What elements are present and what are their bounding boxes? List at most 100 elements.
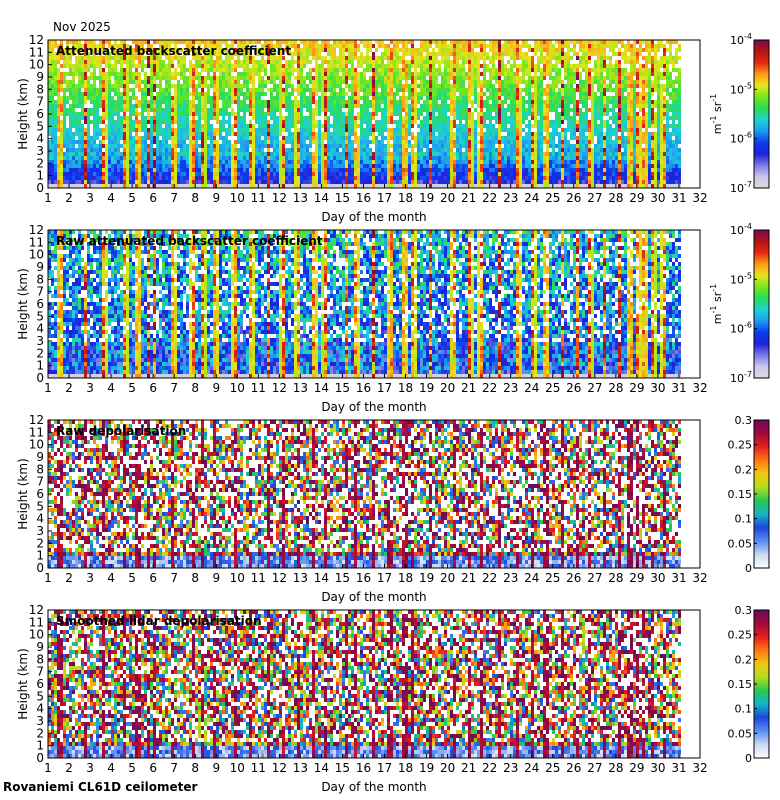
heatmap-cell — [279, 160, 282, 164]
heatmap-cell — [156, 116, 159, 120]
heatmap-cell — [297, 164, 300, 168]
heatmap-cell — [183, 96, 186, 100]
heatmap-cell — [438, 132, 441, 136]
heatmap-cell — [90, 128, 93, 132]
heatmap-cell — [168, 124, 171, 128]
heatmap-cell — [171, 68, 174, 72]
heatmap-cell — [93, 172, 96, 176]
heatmap-cell — [327, 44, 330, 48]
heatmap-cell — [201, 152, 204, 156]
heatmap-cell — [111, 124, 114, 128]
heatmap-cell — [75, 116, 78, 120]
heatmap-cell — [189, 76, 192, 80]
heatmap-cell — [78, 148, 81, 152]
heatmap-cell — [123, 80, 126, 84]
heatmap-cell — [297, 76, 300, 80]
heatmap-cell — [351, 92, 354, 96]
heatmap-cell — [417, 132, 420, 136]
heatmap-cell — [183, 116, 186, 120]
heatmap-cell — [117, 68, 120, 72]
heatmap-cell — [321, 116, 324, 120]
heatmap-cell — [216, 144, 219, 148]
heatmap-cell — [252, 184, 255, 188]
heatmap-cell — [438, 80, 441, 84]
heatmap-cell — [192, 84, 195, 88]
heatmap-cell — [111, 136, 114, 140]
heatmap-cell — [417, 40, 420, 44]
heatmap-cell — [72, 120, 75, 124]
heatmap-cell — [120, 136, 123, 140]
heatmap-cell — [138, 72, 141, 76]
heatmap-cell — [399, 64, 402, 68]
heatmap-cell — [354, 40, 357, 44]
heatmap-cell — [210, 176, 213, 180]
heatmap-cell — [51, 132, 54, 136]
heatmap-cell — [420, 52, 423, 56]
heatmap-cell — [153, 120, 156, 124]
heatmap-cell — [408, 92, 411, 96]
heatmap-cell — [210, 120, 213, 124]
heatmap-cell — [192, 172, 195, 176]
heatmap-cell — [258, 148, 261, 152]
heatmap-cell — [417, 52, 420, 56]
heatmap-cell — [441, 84, 444, 88]
heatmap-cell — [75, 164, 78, 168]
heatmap-cell — [57, 60, 60, 64]
heatmap-cell — [96, 180, 99, 184]
heatmap-cell — [51, 60, 54, 64]
heatmap-cell — [366, 108, 369, 112]
heatmap-cell — [432, 60, 435, 64]
heatmap-cell — [201, 60, 204, 64]
heatmap-cell — [129, 80, 132, 84]
heatmap-cell — [183, 68, 186, 72]
heatmap-cell — [432, 148, 435, 152]
heatmap-cell — [327, 152, 330, 156]
heatmap-cell — [414, 44, 417, 48]
heatmap-cell — [426, 164, 429, 168]
heatmap-cell — [366, 40, 369, 44]
heatmap-cell — [345, 100, 348, 104]
heatmap-cell — [138, 176, 141, 180]
heatmap-cell — [147, 100, 150, 104]
heatmap-cell — [126, 148, 129, 152]
heatmap-cell — [87, 60, 90, 64]
heatmap-cell — [81, 100, 84, 104]
heatmap-cell — [198, 76, 201, 80]
heatmap-cell — [225, 172, 228, 176]
heatmap-cell — [84, 100, 87, 104]
heatmap-cell — [201, 120, 204, 124]
heatmap-cell — [450, 48, 453, 52]
heatmap-cell — [129, 96, 132, 100]
heatmap-cell — [66, 120, 69, 124]
heatmap-cell — [246, 60, 249, 64]
heatmap-cell — [189, 112, 192, 116]
heatmap-cell — [234, 84, 237, 88]
heatmap-cell — [186, 168, 189, 172]
heatmap-cell — [390, 72, 393, 76]
heatmap-cell — [348, 180, 351, 184]
heatmap-cell — [435, 56, 438, 60]
heatmap-cell — [81, 72, 84, 76]
heatmap-cell — [225, 112, 228, 116]
heatmap-cell — [300, 40, 303, 44]
heatmap-cell — [375, 88, 378, 92]
heatmap-cell — [243, 112, 246, 116]
heatmap-cell — [375, 40, 378, 44]
heatmap-cell — [117, 180, 120, 184]
heatmap-cell — [363, 72, 366, 76]
heatmap-cell — [195, 120, 198, 124]
heatmap-cell — [369, 148, 372, 152]
heatmap-cell — [129, 72, 132, 76]
heatmap-cell — [78, 116, 81, 120]
heatmap-cell — [144, 140, 147, 144]
heatmap-cell — [105, 180, 108, 184]
heatmap-cell — [69, 112, 72, 116]
heatmap-cell — [375, 96, 378, 100]
heatmap-cell — [123, 100, 126, 104]
heatmap-cell — [198, 124, 201, 128]
heatmap-cell — [327, 172, 330, 176]
heatmap-cell — [291, 64, 294, 68]
heatmap-cell — [312, 60, 315, 64]
heatmap-cell — [153, 172, 156, 176]
heatmap-cell — [117, 112, 120, 116]
